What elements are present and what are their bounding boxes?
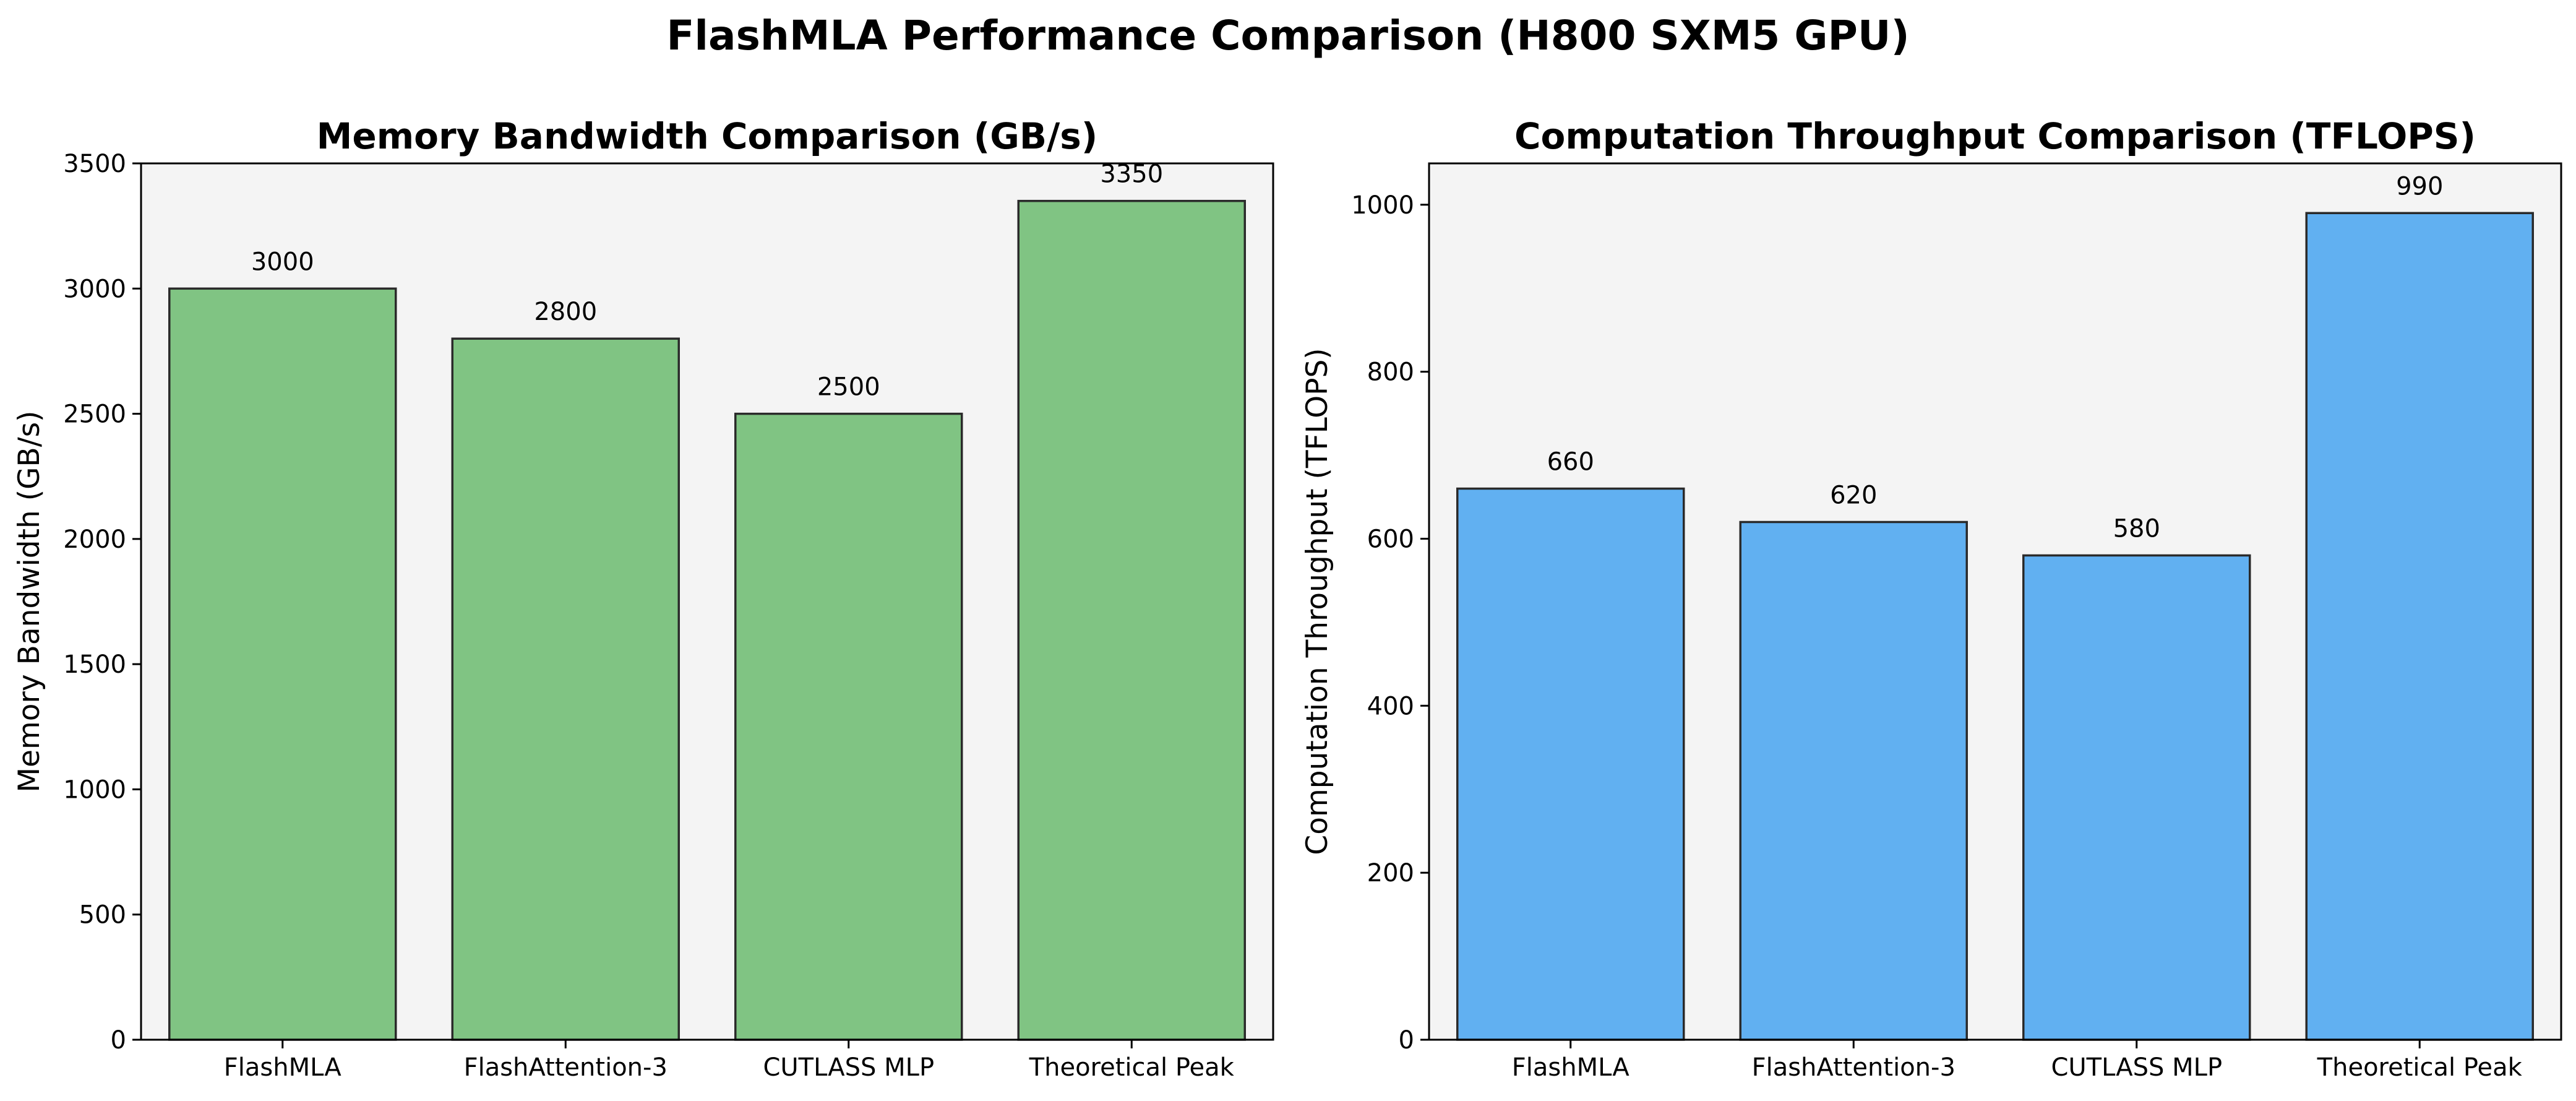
axes-frame — [140, 162, 1274, 1041]
x-tick-label: Theoretical Peak — [2317, 1053, 2523, 1082]
y-tick-label: 500 — [79, 901, 126, 930]
data-label: 2800 — [534, 298, 597, 326]
y-tick-label: 200 — [1367, 859, 1414, 887]
chart-panel-2: Computation Throughput Comparison (TFLOP… — [1300, 115, 2562, 1082]
y-tick-label: 0 — [1399, 1026, 1414, 1055]
y-tick-label: 3000 — [63, 275, 126, 303]
data-label: 3000 — [251, 248, 314, 276]
data-label: 660 — [1547, 448, 1594, 477]
data-label: 2500 — [817, 373, 880, 402]
figure-title: FlashMLA Performance Comparison (H800 SX… — [666, 12, 1909, 59]
y-axis-label: Memory Bandwidth (GB/s) — [12, 411, 46, 793]
x-tick-label: FlashMLA — [224, 1053, 342, 1082]
bar-theoretical-peak — [1017, 199, 1246, 1041]
x-tick-label: FlashMLA — [1512, 1053, 1630, 1082]
x-tick-label: FlashAttention-3 — [464, 1053, 668, 1082]
bar-flashmla — [1456, 487, 1685, 1041]
y-tick-label: 600 — [1367, 525, 1414, 553]
y-tick-label: 1000 — [63, 775, 126, 804]
bar-flashattention-3 — [451, 337, 680, 1041]
data-label: 3350 — [1100, 160, 1163, 189]
y-tick-label: 400 — [1367, 692, 1414, 720]
x-tick-label: CUTLASS MLP — [763, 1053, 934, 1082]
y-tick-label: 1000 — [1351, 191, 1414, 220]
y-tick-label: 2500 — [63, 400, 126, 429]
bar-theoretical-peak — [2305, 212, 2534, 1041]
data-label: 580 — [2113, 514, 2160, 543]
bar-flashmla — [168, 287, 397, 1041]
y-tick-label: 1500 — [63, 650, 126, 679]
axes-frame — [1428, 162, 2562, 1041]
y-axis-label: Computation Throughput (TFLOPS) — [1300, 348, 1334, 855]
data-label: 620 — [1830, 481, 1877, 509]
data-label: 990 — [2396, 172, 2443, 201]
bar-cutlass-mlp — [2022, 554, 2251, 1041]
y-tick-label: 2000 — [63, 525, 126, 554]
chart-title: Computation Throughput Comparison (TFLOP… — [1514, 115, 2476, 157]
y-tick-label: 800 — [1367, 358, 1414, 387]
chart-title: Memory Bandwidth Comparison (GB/s) — [317, 115, 1098, 157]
x-tick-label: CUTLASS MLP — [2051, 1053, 2222, 1082]
x-tick-label: FlashAttention-3 — [1752, 1053, 1956, 1082]
x-tick-label: Theoretical Peak — [1029, 1053, 1235, 1082]
y-tick-label: 0 — [111, 1026, 126, 1055]
bar-flashattention-3 — [1739, 520, 1968, 1041]
chart-panels: Memory Bandwidth Comparison (GB/s) Memory… — [12, 115, 2562, 1082]
chart-panel-1: Memory Bandwidth Comparison (GB/s) Memory… — [12, 115, 1274, 1082]
y-tick-label: 3500 — [63, 150, 126, 178]
bar-cutlass-mlp — [734, 412, 963, 1041]
